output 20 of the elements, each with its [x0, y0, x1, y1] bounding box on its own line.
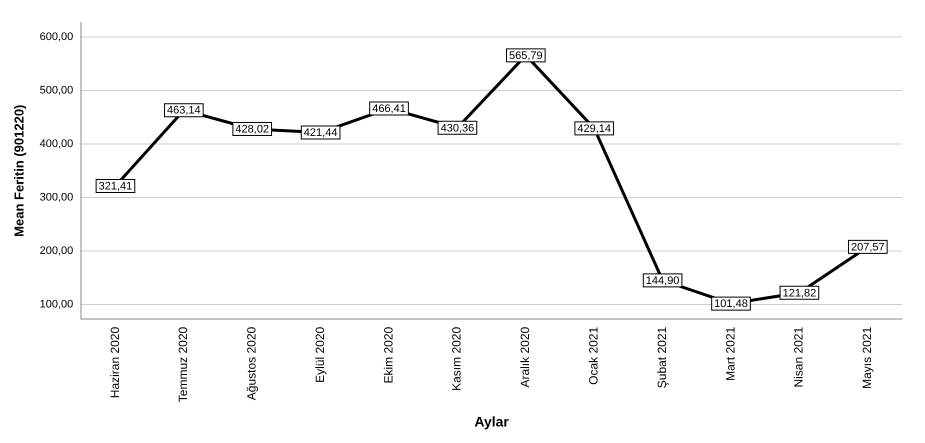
- y-tick-label: 300,00: [40, 191, 74, 204]
- x-tick-label: Mart 2021: [723, 326, 738, 381]
- y-tick-label: 400,00: [40, 138, 74, 150]
- x-tick-label: Nisan 2021: [792, 326, 806, 388]
- x-tick-label: Temmuz 2020: [176, 326, 190, 402]
- y-tick-label: 200,00: [40, 244, 74, 257]
- y-axis-title: Mean Feritin (901220): [11, 104, 26, 237]
- x-tick-label: Ekim 2020: [381, 326, 396, 384]
- x-tick-label: Haziran 2020: [108, 326, 122, 398]
- y-tick-label: 500,00: [40, 84, 74, 97]
- x-tick-label: Mayıs 2021: [860, 326, 874, 389]
- x-axis-title: Aylar: [474, 413, 510, 430]
- x-tick-label: Aralık 2020: [518, 326, 532, 388]
- x-tick-label: Kasım 2020: [450, 326, 464, 391]
- x-tick-label: Ağustos 2020: [244, 326, 259, 400]
- x-tick-label: Şubat 2021: [654, 326, 669, 388]
- y-tick-label: 600,00: [40, 31, 74, 44]
- x-tick-label: Ocak 2021: [586, 326, 601, 385]
- x-tick-label: Eylül 2020: [312, 326, 327, 383]
- y-tick-label: 100,00: [40, 298, 74, 310]
